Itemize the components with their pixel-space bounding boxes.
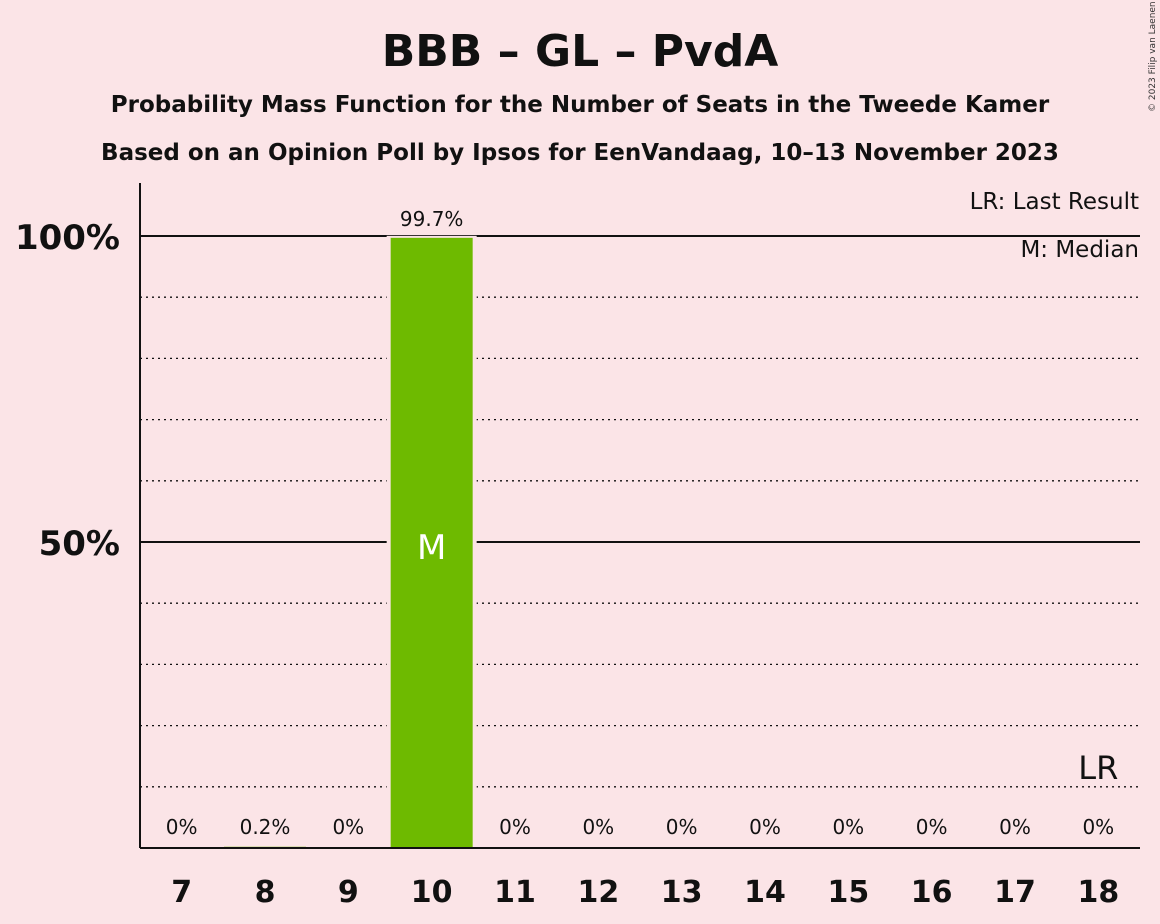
x-tick-9: 9 bbox=[338, 875, 359, 910]
x-tick-8: 8 bbox=[255, 875, 276, 910]
x-tick-7: 7 bbox=[171, 875, 192, 910]
x-axis-ticks: 7 8 9 10 11 12 13 14 15 16 17 18 bbox=[171, 875, 1119, 910]
x-tick-17: 17 bbox=[994, 875, 1036, 910]
value-label-10: 99.7% bbox=[400, 207, 464, 231]
y-tick-100: 100% bbox=[15, 218, 120, 258]
value-label-7: 0% bbox=[166, 815, 198, 839]
chart-source-line: Based on an Opinion Poll by Ipsos for Ee… bbox=[101, 140, 1059, 166]
y-axis-ticks: 50% 100% bbox=[15, 218, 120, 564]
value-label-8: 0.2% bbox=[240, 815, 291, 839]
copyright-text: © 2023 Filip van Laenen bbox=[1148, 1, 1158, 112]
median-marker: M bbox=[417, 528, 446, 568]
legend-last-result: LR: Last Result bbox=[970, 189, 1139, 215]
chart-title: BBB – GL – PvdA bbox=[382, 26, 779, 77]
x-tick-16: 16 bbox=[911, 875, 953, 910]
value-label-15: 0% bbox=[832, 815, 864, 839]
value-label-18: 0% bbox=[1082, 815, 1114, 839]
value-label-11: 0% bbox=[499, 815, 531, 839]
value-label-9: 0% bbox=[332, 815, 364, 839]
x-tick-11: 11 bbox=[494, 875, 536, 910]
markers: M LR bbox=[417, 528, 1118, 787]
value-labels: 0% 0.2% 0% 99.7% 0% 0% 0% 0% 0% 0% 0% 0% bbox=[166, 207, 1114, 839]
last-result-marker: LR bbox=[1078, 749, 1118, 787]
bar-gap bbox=[220, 844, 310, 848]
value-label-13: 0% bbox=[666, 815, 698, 839]
legend-median: M: Median bbox=[1020, 237, 1139, 263]
x-tick-10: 10 bbox=[411, 875, 453, 910]
value-label-17: 0% bbox=[999, 815, 1031, 839]
bars bbox=[220, 235, 477, 848]
value-label-14: 0% bbox=[749, 815, 781, 839]
x-tick-14: 14 bbox=[744, 875, 786, 910]
value-label-16: 0% bbox=[916, 815, 948, 839]
gridlines bbox=[140, 235, 1140, 788]
bar-seats-10 bbox=[390, 237, 473, 848]
x-tick-12: 12 bbox=[577, 875, 619, 910]
x-tick-13: 13 bbox=[661, 875, 703, 910]
chart-subtitle: Probability Mass Function for the Number… bbox=[111, 92, 1050, 118]
y-tick-50: 50% bbox=[39, 524, 120, 564]
value-label-12: 0% bbox=[582, 815, 614, 839]
x-tick-15: 15 bbox=[827, 875, 869, 910]
x-tick-18: 18 bbox=[1077, 875, 1119, 910]
